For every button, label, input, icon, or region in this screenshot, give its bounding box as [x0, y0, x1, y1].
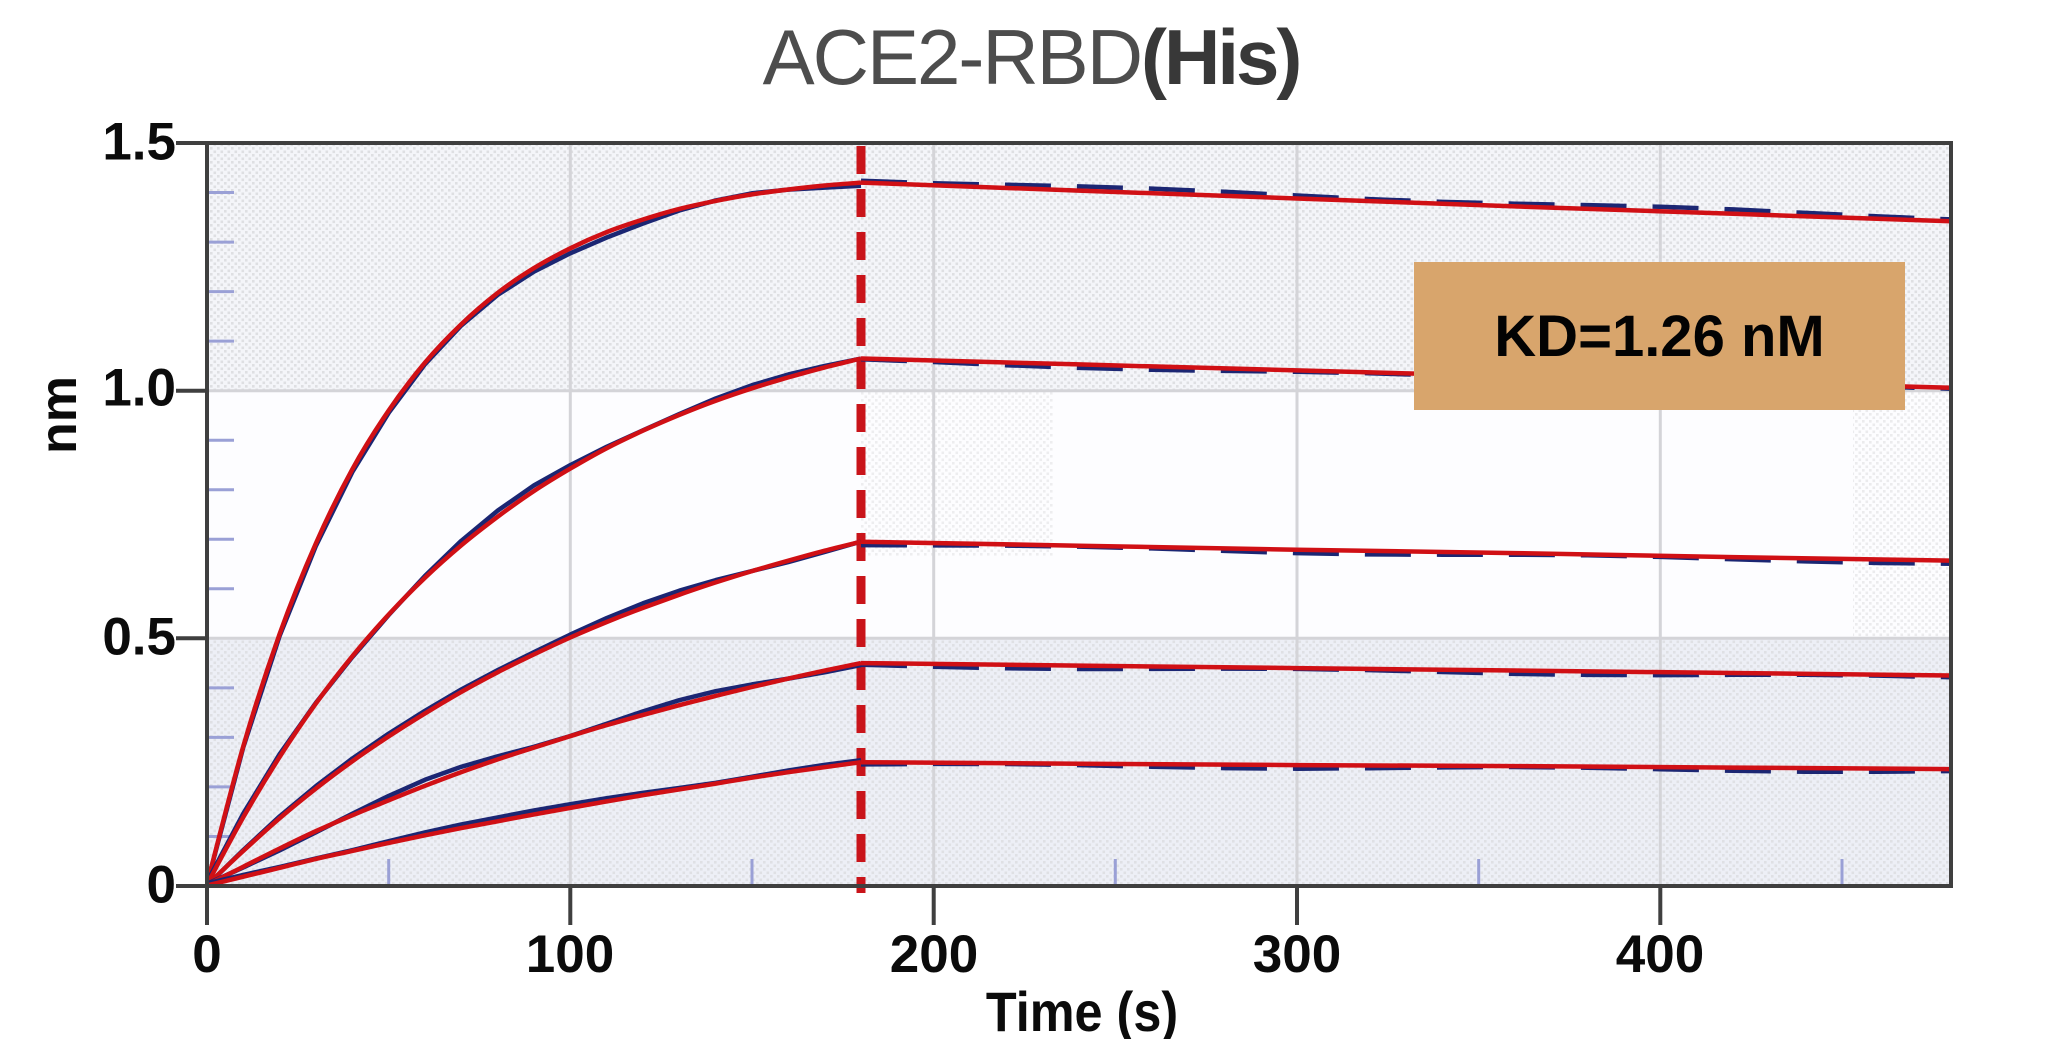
series-3-fit-association — [207, 539, 862, 886]
band-middle-texture-1 — [861, 390, 1053, 556]
series-5-fit-association — [207, 759, 862, 886]
band-middle-texture-2 — [1853, 390, 1951, 638]
y-tick-label-1-0: 1.0 — [102, 358, 176, 418]
series-1-fit-association — [207, 180, 862, 885]
x-tick-label-0: 0 — [192, 925, 222, 984]
chart-title: ACE2-RBD(His) — [763, 18, 1303, 96]
plot-frame — [205, 141, 1953, 888]
series-5-fit-dissociation — [860, 759, 1951, 772]
x-tick-label-100: 100 — [525, 925, 615, 984]
x-axis-title: Time (s) — [985, 980, 1179, 1039]
x-tick-label-300: 300 — [1252, 925, 1342, 984]
series-3-fit-dissociation — [860, 539, 1951, 563]
x-tick-label-400: 400 — [1615, 925, 1705, 984]
y-axis-title: nm — [30, 376, 88, 454]
band-middle — [207, 390, 1951, 639]
kd-annotation-text: KD=1.26 nM — [1494, 303, 1825, 369]
x-tick-label-200: 200 — [889, 925, 979, 984]
chart-title-main: ACE2-RBD — [762, 13, 1143, 101]
series-layer — [207, 178, 1951, 886]
y-tick-label-0: 0 — [146, 855, 176, 915]
y-tick-label-1-5: 1.5 — [102, 112, 176, 172]
series-4-fit-association — [207, 660, 862, 886]
series-1-fit-dissociation — [860, 180, 1951, 224]
series-2-fit-association — [207, 356, 862, 886]
y-tick-label-0-5: 0.5 — [102, 607, 176, 667]
kd-annotation: KD=1.26 nM — [1414, 262, 1905, 410]
series-4-fit-dissociation — [860, 660, 1951, 678]
chart-title-tag: (His) — [1141, 13, 1302, 101]
